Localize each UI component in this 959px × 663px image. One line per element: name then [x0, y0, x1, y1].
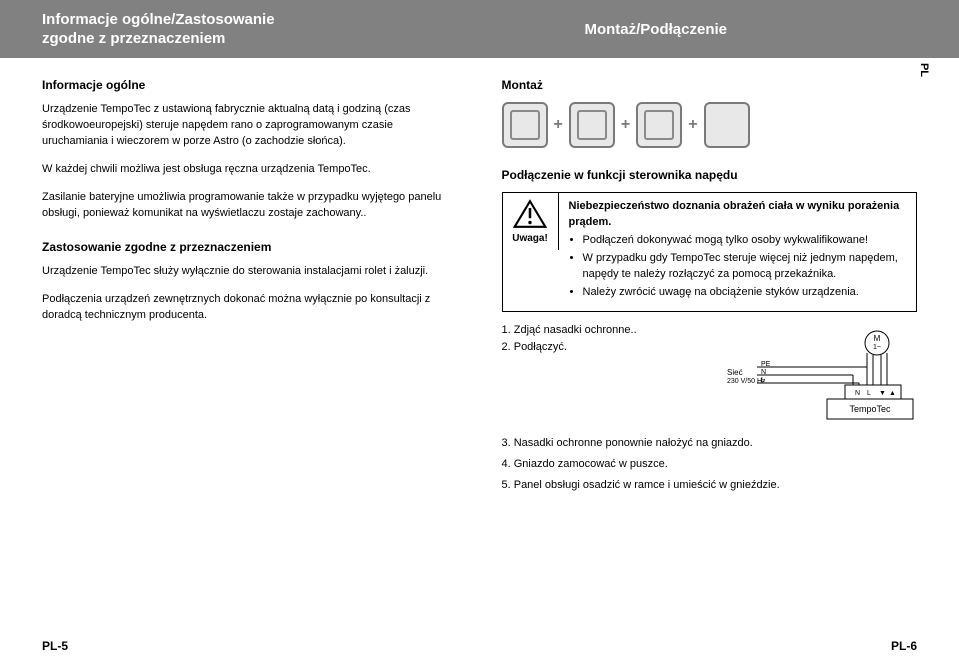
warning-text: Niebezpieczeństwo doznania obrażeń ciała…: [559, 193, 917, 311]
step-3: 3. Nasadki ochronne ponownie nałożyć na …: [502, 433, 918, 454]
language-tab: PL: [918, 63, 930, 77]
section-title-connection: Podłączenie w funkcji sterownika napędu: [502, 168, 918, 182]
header-title-right: Montaż/Podłączenie: [584, 21, 917, 38]
svg-text:Sieć: Sieć: [727, 368, 743, 377]
section-title-info: Informacje ogólne: [42, 78, 458, 92]
svg-text:PE: PE: [761, 361, 771, 368]
section-title-usage: Zastosowanie zgodne z przeznaczeniem: [42, 240, 458, 254]
page-number-right: PL-6: [891, 639, 917, 653]
para-usage-1: Urządzenie TempoTec służy wyłącznie do s…: [42, 264, 458, 280]
assembly-diagram: + + +: [502, 102, 918, 148]
warning-bullet: Podłączeń dokonywać mogą tylko osoby wyk…: [583, 233, 909, 249]
svg-text:L: L: [761, 377, 765, 384]
warning-bold: Niebezpieczeństwo doznania obrażeń ciała…: [569, 200, 900, 228]
warning-triangle-icon: [513, 199, 547, 229]
svg-text:▼: ▼: [879, 390, 886, 397]
para-info-3: Zasilanie bateryjne umożliwia programowa…: [42, 190, 458, 222]
warning-box: Uwaga! Niebezpieczeństwo doznania obraże…: [502, 192, 918, 312]
warning-icon-cell: Uwaga!: [503, 193, 559, 250]
header-title-left: Informacje ogólne/Zastosowanie zgodne z …: [42, 10, 584, 49]
header-bar: Informacje ogólne/Zastosowanie zgodne z …: [0, 0, 959, 58]
header-left-line1: Informacje ogólne/Zastosowanie: [42, 10, 584, 30]
device-icon: [636, 102, 682, 148]
plus-icon: +: [554, 116, 563, 134]
svg-text:TempoTec: TempoTec: [849, 404, 891, 414]
para-info-2: W każdej chwili możliwa jest obsługa ręc…: [42, 162, 458, 178]
section-title-mount: Montaż: [502, 78, 918, 92]
plus-icon: +: [688, 116, 697, 134]
svg-text:N: N: [855, 390, 860, 397]
svg-text:▲: ▲: [889, 390, 896, 397]
device-icon: [569, 102, 615, 148]
right-column: Montaż + + + Podłączenie w funkcji stero…: [502, 78, 918, 495]
para-usage-2: Podłączenia urządzeń zewnętrznych dokona…: [42, 292, 458, 324]
page-number-left: PL-5: [42, 639, 68, 653]
para-info-1: Urządzenie TempoTec z ustawioną fabryczn…: [42, 102, 458, 150]
plus-icon: +: [621, 116, 630, 134]
step-5: 5. Panel obsługi osadzić w ramce i umieś…: [502, 475, 918, 496]
svg-text:1~: 1~: [873, 344, 881, 351]
device-icon: [704, 102, 750, 148]
svg-text:L: L: [867, 390, 871, 397]
footer-steps: 3. Nasadki ochronne ponownie nałożyć na …: [502, 433, 918, 496]
header-left-line2: zgodne z przeznaczeniem: [42, 29, 584, 49]
content-area: Informacje ogólne Urządzenie TempoTec z …: [0, 58, 959, 495]
wiring-diagram: M 1~ N L ▼ ▲: [707, 327, 917, 423]
warning-bullet: Należy zwrócić uwagę na obciążenie stykó…: [583, 285, 909, 301]
svg-text:N: N: [761, 369, 766, 376]
warning-bullet: W przypadku gdy TempoTec steruje więcej …: [583, 251, 909, 283]
left-column: Informacje ogólne Urządzenie TempoTec z …: [42, 78, 458, 495]
warning-label: Uwaga!: [512, 233, 548, 244]
svg-text:M: M: [874, 334, 881, 343]
device-icon: [502, 102, 548, 148]
warning-bullets: Podłączeń dokonywać mogą tylko osoby wyk…: [569, 233, 909, 301]
step-4: 4. Gniazdo zamocować w puszce.: [502, 454, 918, 475]
